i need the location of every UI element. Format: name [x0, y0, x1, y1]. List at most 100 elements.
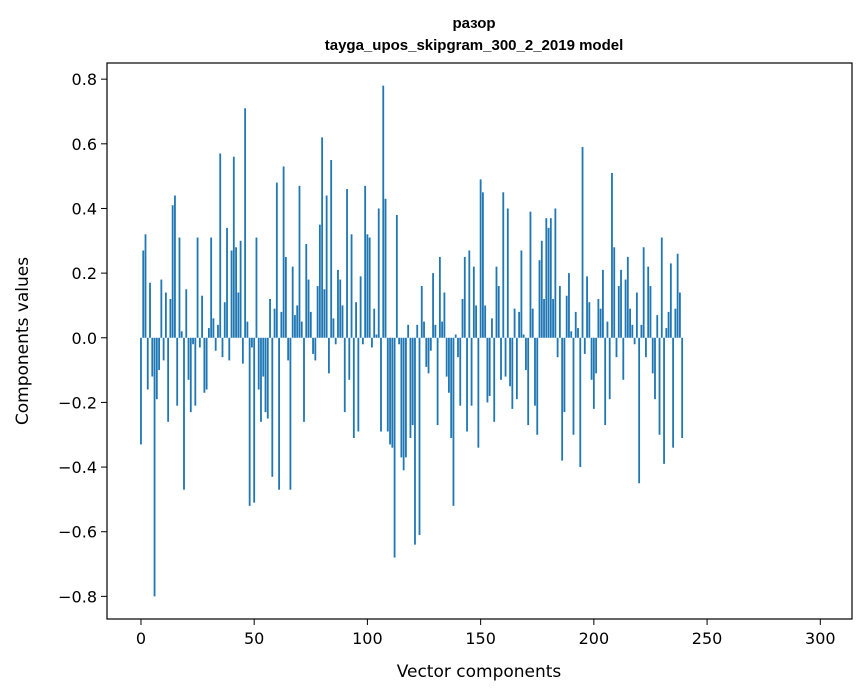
bar — [470, 337, 473, 406]
bar — [260, 337, 262, 422]
bar — [153, 337, 156, 597]
bar — [497, 286, 500, 338]
bar — [230, 250, 233, 338]
bar — [171, 205, 174, 338]
bar — [547, 227, 550, 338]
bar — [346, 189, 348, 338]
bar — [581, 147, 584, 338]
x-tick-label: 300 — [805, 629, 836, 648]
bar — [552, 298, 554, 338]
bar — [642, 247, 645, 338]
bar — [361, 337, 364, 345]
bar — [622, 337, 625, 380]
bar — [140, 337, 142, 445]
bar — [348, 337, 351, 380]
bar — [180, 331, 183, 338]
bar — [527, 337, 530, 426]
bar — [531, 308, 534, 338]
bar — [411, 337, 414, 426]
x-tick-label: 250 — [692, 629, 723, 648]
bar — [597, 298, 600, 338]
bar — [484, 305, 487, 338]
bar — [400, 337, 403, 458]
bar — [679, 292, 681, 338]
bar — [364, 185, 367, 338]
bar — [316, 286, 319, 338]
bar — [402, 337, 405, 471]
bar — [488, 337, 491, 396]
bar — [457, 337, 459, 358]
bar — [257, 337, 260, 390]
bar — [287, 337, 290, 361]
bar — [183, 337, 185, 490]
bar — [520, 250, 523, 338]
bar — [556, 337, 559, 358]
bar — [289, 337, 292, 490]
bar — [651, 337, 654, 374]
bar — [226, 227, 228, 338]
bar — [384, 198, 387, 338]
bar — [570, 331, 573, 338]
bar — [144, 234, 147, 338]
bar — [278, 337, 280, 490]
bar — [187, 337, 190, 380]
bar — [296, 305, 299, 338]
bar — [613, 247, 616, 338]
bar — [352, 337, 355, 438]
y-tick-label: 0.2 — [72, 264, 97, 283]
bar — [561, 337, 564, 461]
bar — [339, 279, 342, 338]
bar — [438, 256, 441, 338]
bar — [599, 308, 602, 338]
bar — [427, 337, 430, 374]
bar — [500, 337, 502, 380]
bar — [676, 253, 679, 338]
bar — [223, 302, 226, 338]
bar — [574, 311, 577, 338]
bar — [554, 208, 557, 338]
bar — [398, 337, 401, 345]
bar — [529, 211, 532, 338]
bar — [149, 282, 151, 338]
bar — [626, 256, 629, 338]
bar — [448, 337, 450, 393]
bar — [241, 337, 244, 364]
bar — [645, 337, 647, 358]
bar — [280, 311, 283, 338]
bar — [491, 318, 493, 338]
bar — [262, 337, 265, 377]
bar — [459, 337, 462, 406]
bar — [334, 337, 337, 345]
bar — [608, 337, 611, 400]
bar — [633, 337, 636, 345]
bar — [201, 295, 204, 338]
x-axis-label: Vector components — [397, 662, 562, 682]
bar — [624, 279, 627, 338]
bar — [493, 337, 496, 422]
bar — [298, 185, 301, 338]
bar — [275, 182, 278, 338]
bar — [350, 234, 353, 338]
bar — [540, 240, 543, 338]
bar — [654, 337, 656, 400]
bar — [160, 279, 163, 338]
bar — [495, 266, 498, 338]
bar — [164, 292, 167, 338]
bar — [210, 237, 213, 338]
x-tick-label: 0 — [136, 629, 146, 648]
bar — [239, 240, 242, 338]
bar — [611, 172, 613, 338]
bar — [656, 315, 659, 338]
x-tick-label: 200 — [579, 629, 610, 648]
bar — [586, 276, 588, 338]
bar — [420, 286, 423, 338]
bar — [518, 311, 521, 338]
bar — [629, 308, 631, 338]
bar — [235, 247, 237, 338]
bar — [441, 321, 444, 338]
bar — [631, 324, 634, 338]
y-tick-label: −0.8 — [58, 587, 97, 606]
bar — [432, 273, 434, 338]
bar — [558, 286, 561, 338]
bar — [232, 156, 235, 338]
